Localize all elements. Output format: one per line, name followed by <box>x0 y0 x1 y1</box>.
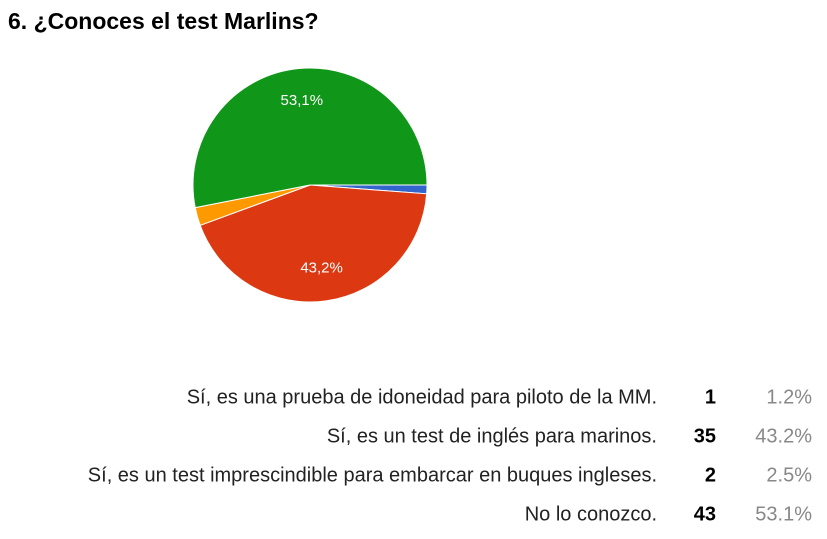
option-label: Sí, es un test imprescindible para embar… <box>88 464 657 486</box>
option-label: No lo conozco. <box>525 503 657 525</box>
option-label: Sí, es una prueba de idoneidad para pilo… <box>187 386 657 408</box>
option-percent: 1.2% <box>766 386 812 408</box>
option-label: Sí, es un test de inglés para marinos. <box>327 425 657 447</box>
option-percent: 43.2% <box>755 425 812 447</box>
slice-label: 53,1% <box>281 92 324 109</box>
option-count: 35 <box>694 425 716 447</box>
chart-title: 6. ¿Conoces el test Marlins? <box>8 8 319 34</box>
option-percent: 53.1% <box>755 503 812 525</box>
option-count: 43 <box>694 503 716 525</box>
slice-label: 43,2% <box>300 259 343 276</box>
option-count: 1 <box>705 386 716 408</box>
option-percent: 2.5% <box>766 464 812 486</box>
option-count: 2 <box>705 464 716 486</box>
pie-slice <box>199 184 428 303</box>
pie-slice <box>192 67 428 209</box>
